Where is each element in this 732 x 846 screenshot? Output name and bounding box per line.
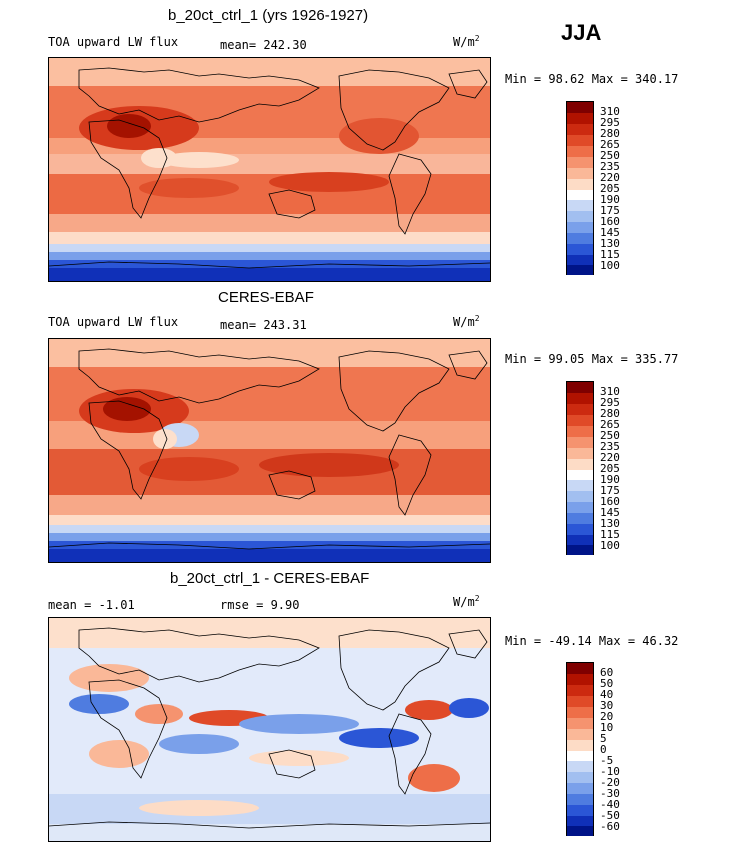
colorbar-tick: -5 xyxy=(600,754,614,767)
colorbar-tick: 295 xyxy=(600,396,620,409)
colorbar-tick: -30 xyxy=(600,787,620,800)
colorbar-tick: 0 xyxy=(600,743,607,756)
colorbar-tick: 250 xyxy=(600,149,620,162)
panel-3-units: W/m2 xyxy=(453,594,480,609)
colorbar-tick: -40 xyxy=(600,798,620,811)
panel-3-minmax: Min = -49.14 Max = 46.32 xyxy=(505,634,679,648)
panel-2-colorbar xyxy=(566,381,594,555)
colorbar-tick: 250 xyxy=(600,429,620,442)
panel-3-mean-label: mean = -1.01 xyxy=(48,598,135,612)
colorbar-tick: 280 xyxy=(600,127,620,140)
colorbar-tick: 235 xyxy=(600,160,620,173)
colorbar-tick: 100 xyxy=(600,259,620,272)
colorbar-tick: 280 xyxy=(600,407,620,420)
colorbar-tick: 130 xyxy=(600,237,620,250)
colorbar-tick: -50 xyxy=(600,809,620,822)
panel-1-units: W/m2 xyxy=(453,34,480,49)
colorbar-tick: 205 xyxy=(600,182,620,195)
colorbar-tick: 310 xyxy=(600,105,620,118)
colorbar-tick: -20 xyxy=(600,776,620,789)
panel-2-variable-label: TOA upward LW flux xyxy=(48,315,179,329)
panel-1-minmax: Min = 98.62 Max = 340.17 xyxy=(505,72,679,86)
colorbar-tick: 220 xyxy=(600,171,620,184)
colorbar-tick: 160 xyxy=(600,495,620,508)
colorbar-tick: 10 xyxy=(600,721,614,734)
colorbar-tick: 115 xyxy=(600,528,620,541)
panel-1-mean-label: mean= 242.30 xyxy=(220,38,307,52)
panel-1-colorbar xyxy=(566,101,594,275)
colorbar-tick: 160 xyxy=(600,215,620,228)
colorbar-tick: 310 xyxy=(600,385,620,398)
colorbar-tick: 30 xyxy=(600,699,614,712)
colorbar-tick: -60 xyxy=(600,820,620,833)
colorbar-tick: 50 xyxy=(600,677,614,690)
colorbar-tick: 265 xyxy=(600,418,620,431)
panel-2-units: W/m2 xyxy=(453,314,480,329)
colorbar-tick: 20 xyxy=(600,710,614,723)
panel-2-minmax: Min = 99.05 Max = 335.77 xyxy=(505,352,679,366)
panel-1-variable-label: TOA upward LW flux xyxy=(48,35,179,49)
colorbar-tick: 220 xyxy=(600,451,620,464)
colorbar-tick: 145 xyxy=(600,506,620,519)
panel-2-map xyxy=(48,338,491,563)
panel-3-rmse-label: rmse = 9.90 xyxy=(220,598,300,612)
colorbar-tick: 295 xyxy=(600,116,620,129)
season-label: JJA xyxy=(561,20,602,45)
panel-1-title: b_20ct_ctrl_1 (yrs 1926-1927) xyxy=(168,7,369,24)
colorbar-tick: 265 xyxy=(600,138,620,151)
colorbar-tick: 205 xyxy=(600,462,620,475)
colorbar-tick: 115 xyxy=(600,248,620,261)
colorbar-tick: 190 xyxy=(600,193,620,206)
panel-2-title: CERES-EBAF xyxy=(218,289,314,306)
panel-1-map xyxy=(48,57,491,282)
colorbar-tick: 145 xyxy=(600,226,620,239)
colorbar-tick: 190 xyxy=(600,473,620,486)
colorbar-tick: 235 xyxy=(600,440,620,453)
colorbar-tick: 5 xyxy=(600,732,607,745)
colorbar-tick: -10 xyxy=(600,765,620,778)
panel-3-map xyxy=(48,617,491,842)
colorbar-tick: 40 xyxy=(600,688,614,701)
colorbar-tick: 175 xyxy=(600,204,620,217)
colorbar-tick: 60 xyxy=(600,666,614,679)
colorbar-tick: 130 xyxy=(600,517,620,530)
colorbar-tick: 175 xyxy=(600,484,620,497)
panel-3-title: b_20ct_ctrl_1 - CERES-EBAF xyxy=(170,570,370,587)
panel-3-colorbar xyxy=(566,662,594,836)
panel-2-mean-label: mean= 243.31 xyxy=(220,318,307,332)
colorbar-tick: 100 xyxy=(600,539,620,552)
